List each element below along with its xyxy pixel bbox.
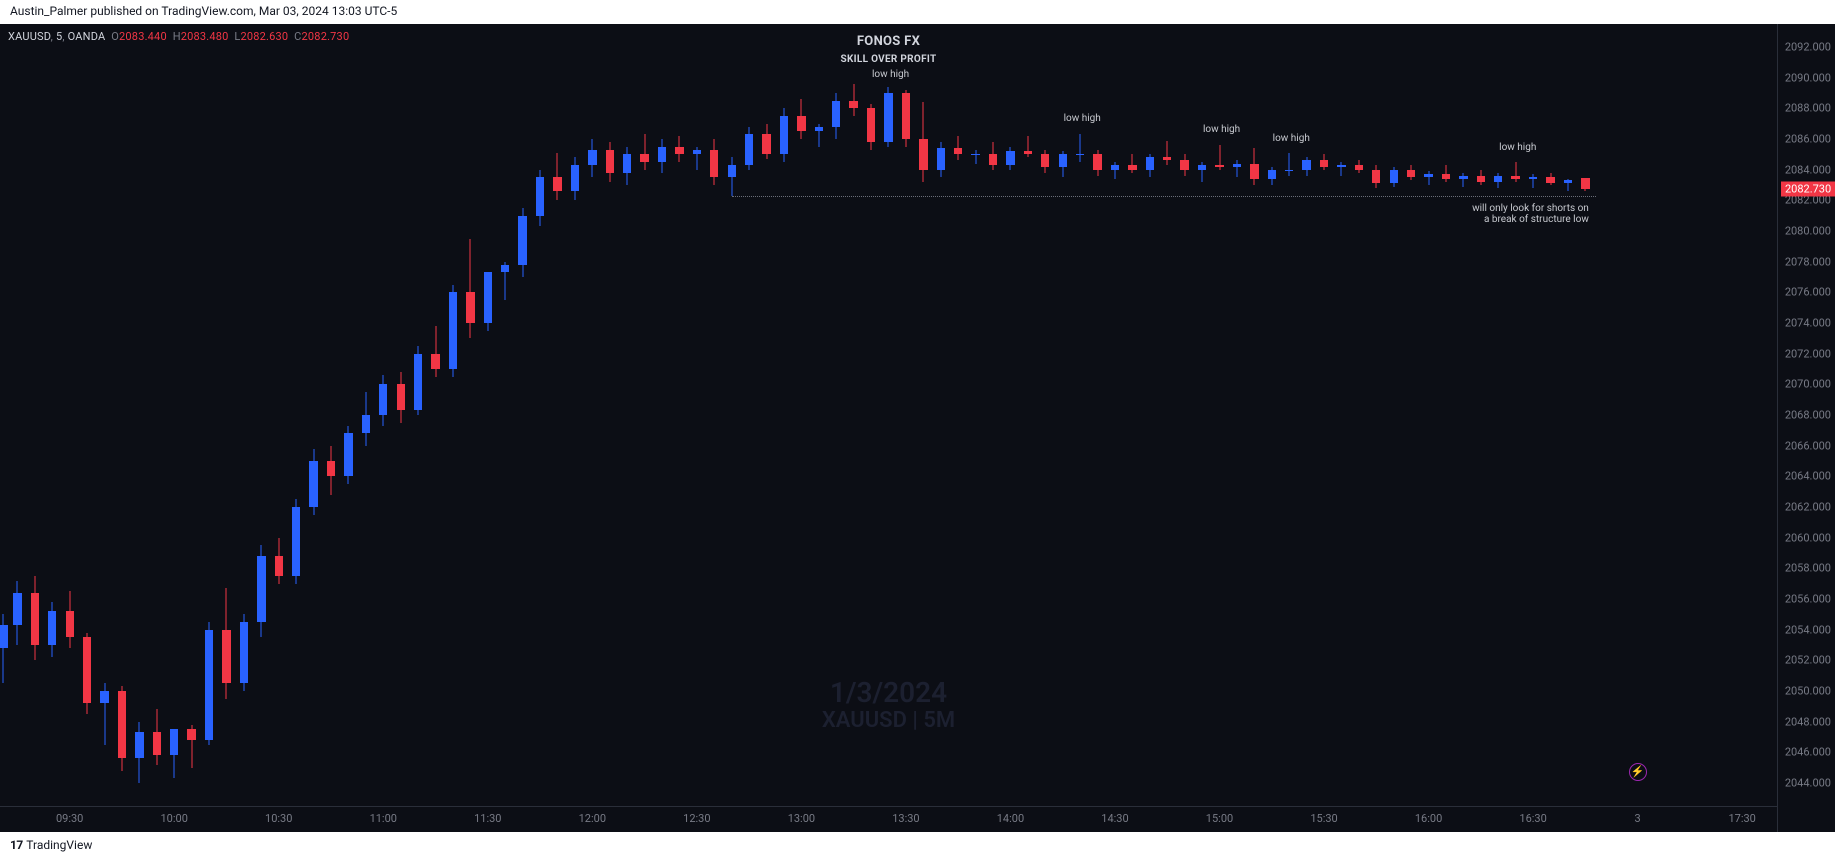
low-high-label: low high [1273, 133, 1310, 144]
structure-low-line [732, 196, 1596, 197]
y-tick: 2066.000 [1785, 439, 1831, 452]
watermark-symbol: XAUUSD | 5M [822, 708, 955, 733]
x-tick: 16:30 [1519, 812, 1546, 825]
chart-title: FONOS FX [857, 34, 920, 49]
y-tick: 2048.000 [1785, 715, 1831, 728]
y-tick: 2080.000 [1785, 225, 1831, 238]
x-tick: 12:00 [579, 812, 606, 825]
ohlc-legend: XAUUSD, 5, OANDA O2083.440 H2083.480 L20… [8, 30, 349, 43]
y-current-price: 2082.730 [1781, 182, 1835, 197]
bolt-icon[interactable]: ⚡ [1629, 763, 1647, 781]
y-tick: 2076.000 [1785, 286, 1831, 299]
low-high-label: low high [1064, 113, 1101, 124]
ohlc-o: 2083.440 [119, 30, 167, 43]
x-tick: 13:30 [892, 812, 919, 825]
x-tick: 16:00 [1415, 812, 1442, 825]
x-tick: 11:30 [474, 812, 501, 825]
y-tick: 2064.000 [1785, 470, 1831, 483]
low-high-label: low high [1499, 142, 1536, 153]
symbol: XAUUSD [8, 30, 51, 43]
tradingview-logo-icon: 17 [10, 838, 20, 852]
x-tick: 3 [1635, 812, 1641, 825]
x-tick: 10:00 [161, 812, 188, 825]
y-tick: 2072.000 [1785, 347, 1831, 360]
y-tick: 2090.000 [1785, 71, 1831, 84]
y-axis[interactable]: 2044.000 2046.000 2048.000 2050.000 2052.000… [1777, 24, 1835, 832]
x-tick: 12:30 [683, 812, 710, 825]
chart-plot[interactable]: XAUUSD, 5, OANDA O2083.440 H2083.480 L20… [0, 24, 1777, 806]
x-tick: 14:30 [1101, 812, 1128, 825]
source: OANDA [68, 30, 106, 43]
y-tick: 2056.000 [1785, 593, 1831, 606]
x-tick: 15:00 [1206, 812, 1233, 825]
footer: 17 TradingView [0, 832, 1835, 857]
x-tick: 17:30 [1728, 812, 1755, 825]
y-tick: 2060.000 [1785, 531, 1831, 544]
y-tick: 2050.000 [1785, 685, 1831, 698]
low-high-label: low high [872, 69, 909, 80]
y-tick: 2068.000 [1785, 409, 1831, 422]
ohlc-c: 2082.730 [302, 30, 350, 43]
y-tick: 2092.000 [1785, 41, 1831, 54]
x-tick: 09:30 [56, 812, 83, 825]
publish-text: Austin_Palmer published on TradingView.c… [10, 4, 397, 18]
publish-header: Austin_Palmer published on TradingView.c… [0, 0, 1835, 24]
chart-container[interactable]: USD XAUUSD, 5, OANDA O2083.440 H2083.480… [0, 24, 1835, 832]
x-axis[interactable]: 09:30 10:00 10:30 11:00 11:30 12:00 12:30 13:00… [0, 806, 1777, 832]
y-tick: 2084.000 [1785, 163, 1831, 176]
y-tick: 2088.000 [1785, 102, 1831, 115]
low-high-label: low high [1203, 124, 1240, 135]
y-tick: 2052.000 [1785, 654, 1831, 667]
y-tick: 2070.000 [1785, 378, 1831, 391]
watermark-date: 1/3/2024 [830, 676, 947, 709]
brand-text: TradingView [26, 838, 92, 852]
y-tick: 2074.000 [1785, 317, 1831, 330]
y-tick: 2054.000 [1785, 623, 1831, 636]
y-tick: 2062.000 [1785, 501, 1831, 514]
x-tick: 15:30 [1310, 812, 1337, 825]
y-tick: 2046.000 [1785, 746, 1831, 759]
x-tick: 11:00 [370, 812, 397, 825]
y-tick: 2044.000 [1785, 777, 1831, 790]
ohlc-l: 2082.630 [241, 30, 289, 43]
y-tick: 2086.000 [1785, 133, 1831, 146]
y-tick: 2058.000 [1785, 562, 1831, 575]
trade-note: will only look for shorts ona break of s… [1429, 203, 1589, 225]
x-tick: 13:00 [788, 812, 815, 825]
x-tick: 14:00 [997, 812, 1024, 825]
y-tick: 2078.000 [1785, 255, 1831, 268]
ohlc-h: 2083.480 [181, 30, 229, 43]
x-tick: 10:30 [265, 812, 292, 825]
chart-subtitle: SKILL OVER PROFIT [841, 54, 937, 65]
